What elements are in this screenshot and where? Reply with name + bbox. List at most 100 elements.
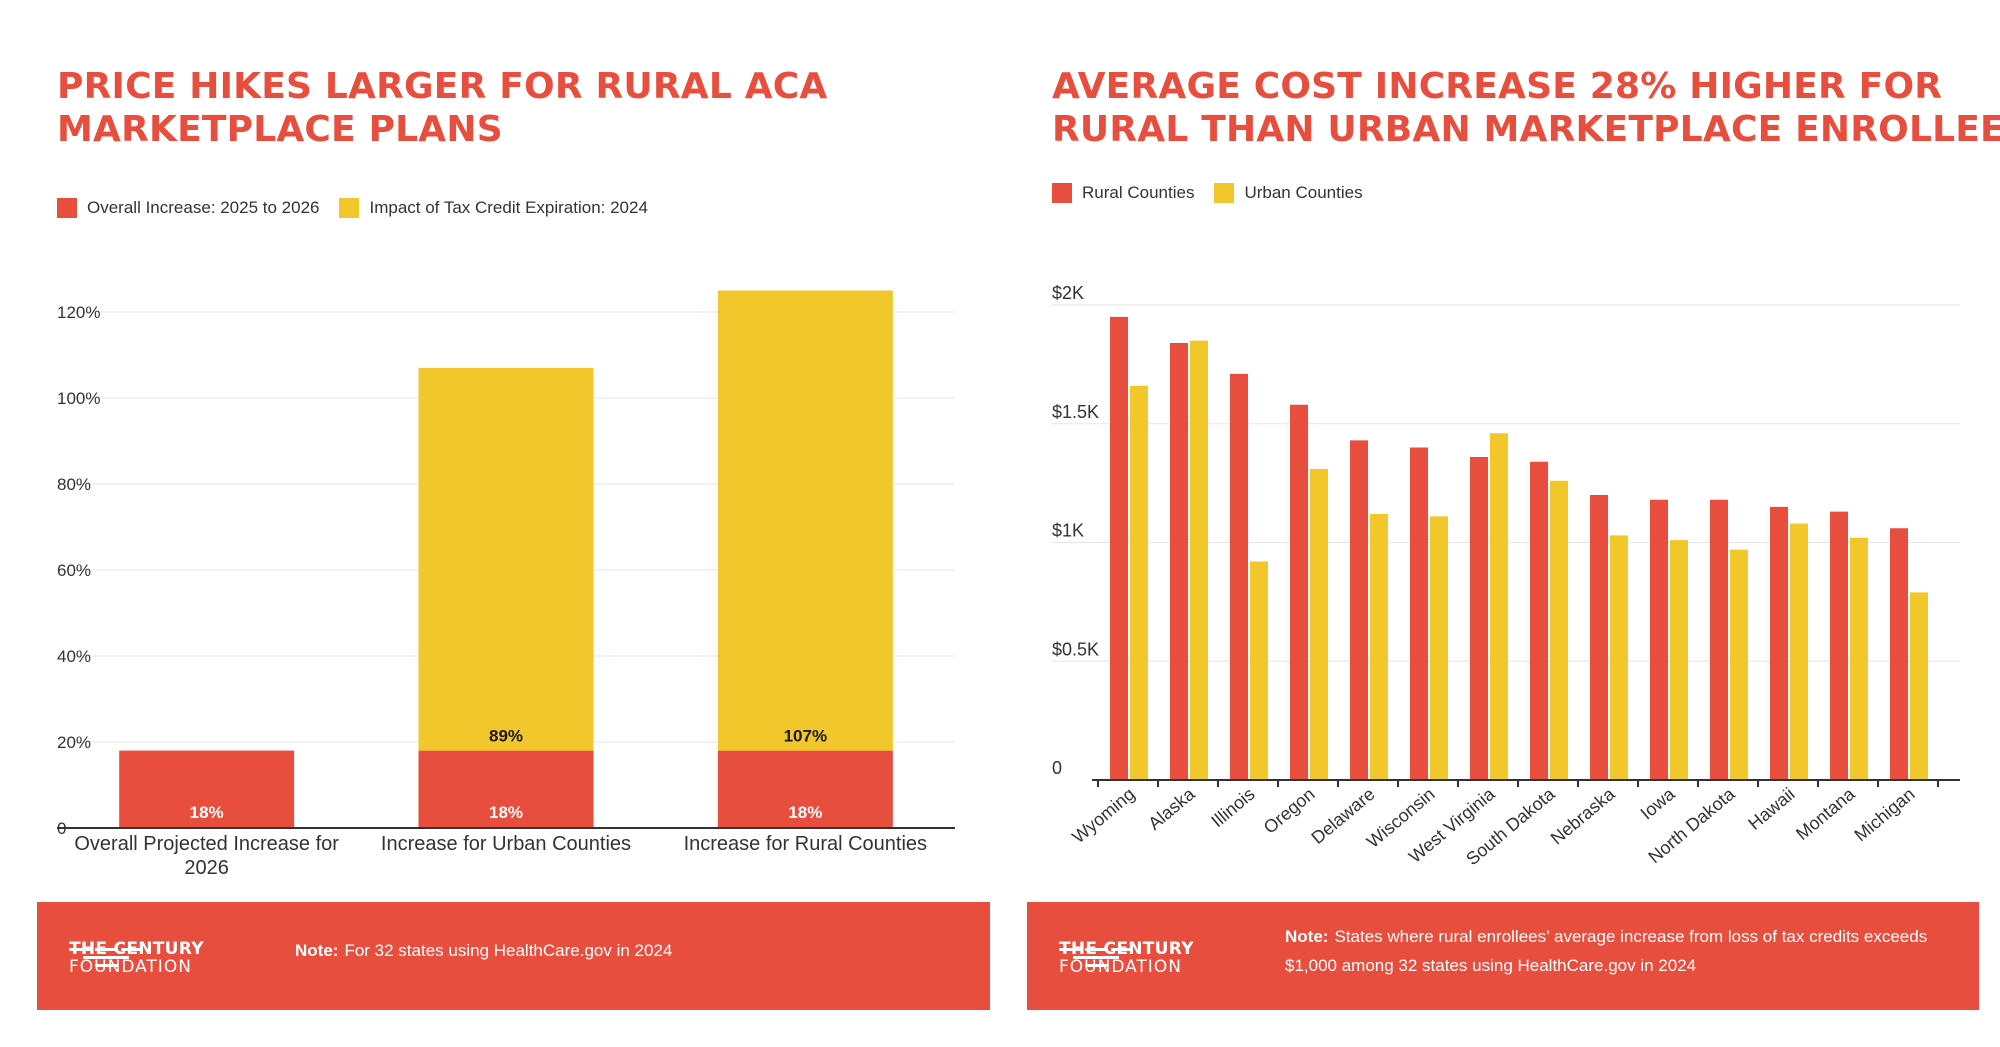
bar-rural: [1650, 499, 1668, 780]
left-brand: THE CENTURY FOUNDATION: [69, 940, 204, 976]
bar-rural: [1170, 343, 1188, 780]
bar-rural: [1290, 404, 1308, 780]
y-tick-label: 120%: [57, 303, 100, 322]
bar-urban: [1790, 523, 1808, 780]
y-tick-label: $1.5K: [1052, 402, 1099, 422]
bar-urban: [1250, 561, 1268, 780]
right-note-line1: States where rural enrollees’ average in…: [1334, 927, 1928, 946]
right-note-label: Note:: [1285, 927, 1329, 946]
right-title-line1: AVERAGE COST INCREASE 28% HIGHER FOR: [1052, 66, 1943, 107]
y-tick-label: 40%: [57, 647, 91, 666]
left-legend: Overall Increase: 2025 to 2026 Impact of…: [57, 198, 668, 218]
x-category-label: Iowa: [1637, 783, 1680, 823]
bar-urban: [1430, 516, 1448, 780]
bar-rural: [1530, 461, 1548, 780]
right-legend: Rural Counties Urban Counties: [1052, 183, 1383, 203]
x-category-label: Wyoming: [1068, 784, 1138, 847]
y-tick-label: 100%: [57, 389, 100, 408]
century-foundation-logo-icon: [1059, 948, 1133, 967]
bar-overall-increase: [119, 750, 295, 828]
brand-name-line2: FOUNDATION: [1059, 957, 1182, 977]
legend-item-urban: Urban Counties: [1214, 183, 1363, 203]
bar-rural: [1230, 373, 1248, 780]
bar-urban: [1610, 535, 1628, 780]
bar-rural: [1770, 506, 1788, 780]
bar-urban: [1730, 549, 1748, 780]
legend-item-rural: Rural Counties: [1052, 183, 1194, 203]
data-label: 18%: [489, 803, 523, 822]
y-tick-label: 80%: [57, 475, 91, 494]
legend-item-overall: Overall Increase: 2025 to 2026: [57, 198, 319, 218]
data-label: 18%: [788, 803, 822, 822]
left-title-line1: PRICE HIKES LARGER FOR RURAL ACA: [57, 66, 828, 107]
bar-rural: [1830, 511, 1848, 780]
x-category-label: Illinois: [1207, 784, 1258, 831]
bar-overall-increase: [418, 750, 594, 828]
bar-rural: [1470, 457, 1488, 780]
bar-urban: [1550, 480, 1568, 780]
bar-rural: [1710, 499, 1728, 780]
x-category-label: Increase for Urban Counties: [381, 833, 631, 855]
left-title-line2: MARKETPLACE PLANS: [57, 109, 503, 150]
left-note-label: Note:: [295, 941, 339, 960]
bar-tax-credit-impact: [418, 367, 594, 751]
bar-overall-increase: [717, 750, 893, 828]
x-category-label: Michigan: [1851, 784, 1919, 846]
brand-name-line2: FOUNDATION: [69, 957, 192, 977]
legend-swatch-yellow: [339, 198, 360, 218]
bar-urban: [1670, 540, 1688, 780]
bar-urban: [1490, 433, 1508, 780]
bar-rural: [1410, 447, 1428, 780]
bar-urban: [1190, 340, 1208, 780]
bar-urban: [1910, 592, 1928, 780]
y-tick-label: 60%: [57, 561, 91, 580]
bar-rural: [1110, 316, 1128, 780]
right-footer: THE CENTURY FOUNDATION Note: States where…: [1027, 902, 1979, 1010]
legend-label-overall: Overall Increase: 2025 to 2026: [87, 198, 320, 217]
bar-urban: [1850, 537, 1868, 780]
bar-urban: [1310, 468, 1328, 780]
legend-swatch-rural: [1052, 183, 1072, 203]
left-footer: THE CENTURY FOUNDATION Note: For 32 state…: [37, 902, 990, 1010]
bar-rural: [1590, 495, 1608, 780]
legend-label-impact: Impact of Tax Credit Expiration: 2024: [369, 198, 648, 217]
century-foundation-logo-icon: [69, 948, 143, 967]
x-category-label: Montana: [1792, 783, 1859, 844]
bar-rural: [1890, 528, 1908, 780]
right-note-line2: $1,000 among 32 states using HealthCare.…: [1285, 956, 1697, 975]
bar-urban: [1370, 514, 1388, 780]
y-tick-label: 20%: [57, 733, 91, 752]
legend-label-urban: Urban Counties: [1244, 183, 1363, 202]
bar-urban: [1130, 385, 1148, 780]
x-category-label: 2026: [184, 857, 229, 879]
data-label: 89%: [489, 727, 523, 746]
left-chart-title: PRICE HIKES LARGER FOR RURAL ACA MARKETP…: [57, 65, 827, 151]
left-bar-chart: 020%40%60%80%100%120%18%Overall Projecte…: [57, 290, 955, 879]
right-chart-title: AVERAGE COST INCREASE 28% HIGHER FOR RUR…: [1052, 65, 2000, 151]
left-note: Note: For 32 states using HealthCare.gov …: [295, 936, 672, 965]
legend-swatch-red: [57, 198, 77, 218]
legend-swatch-urban: [1214, 183, 1235, 203]
right-title-line2: RURAL THAN URBAN MARKETPLACE ENROLLEES: [1052, 109, 2000, 150]
x-category-label: Increase for Rural Counties: [684, 833, 927, 855]
y-tick-label: $1K: [1052, 521, 1084, 541]
right-chart-panel: AVERAGE COST INCREASE 28% HIGHER FOR RUR…: [1010, 0, 2000, 1047]
data-label: 18%: [190, 803, 224, 822]
x-category-label: Hawaii: [1744, 784, 1798, 834]
right-note: Note: States where rural enrollees’ avera…: [1285, 922, 1927, 980]
y-tick-label: 0: [1052, 758, 1062, 778]
x-category-label: Alaska: [1144, 783, 1199, 834]
bar-tax-credit-impact: [717, 290, 893, 751]
y-tick-label: $0.5K: [1052, 639, 1099, 659]
bar-rural: [1350, 440, 1368, 780]
x-category-label: Overall Projected Increase for: [74, 833, 339, 855]
y-tick-label: $2K: [1052, 283, 1084, 303]
left-chart-panel: PRICE HIKES LARGER FOR RURAL ACA MARKETP…: [0, 0, 990, 1047]
right-brand: THE CENTURY FOUNDATION: [1059, 940, 1194, 976]
legend-label-rural: Rural Counties: [1082, 183, 1195, 202]
legend-item-impact: Impact of Tax Credit Expiration: 2024: [339, 198, 648, 218]
data-label: 107%: [784, 727, 827, 746]
left-note-text: For 32 states using HealthCare.gov in 20…: [344, 941, 673, 960]
x-category-label: Nebraska: [1547, 783, 1620, 848]
